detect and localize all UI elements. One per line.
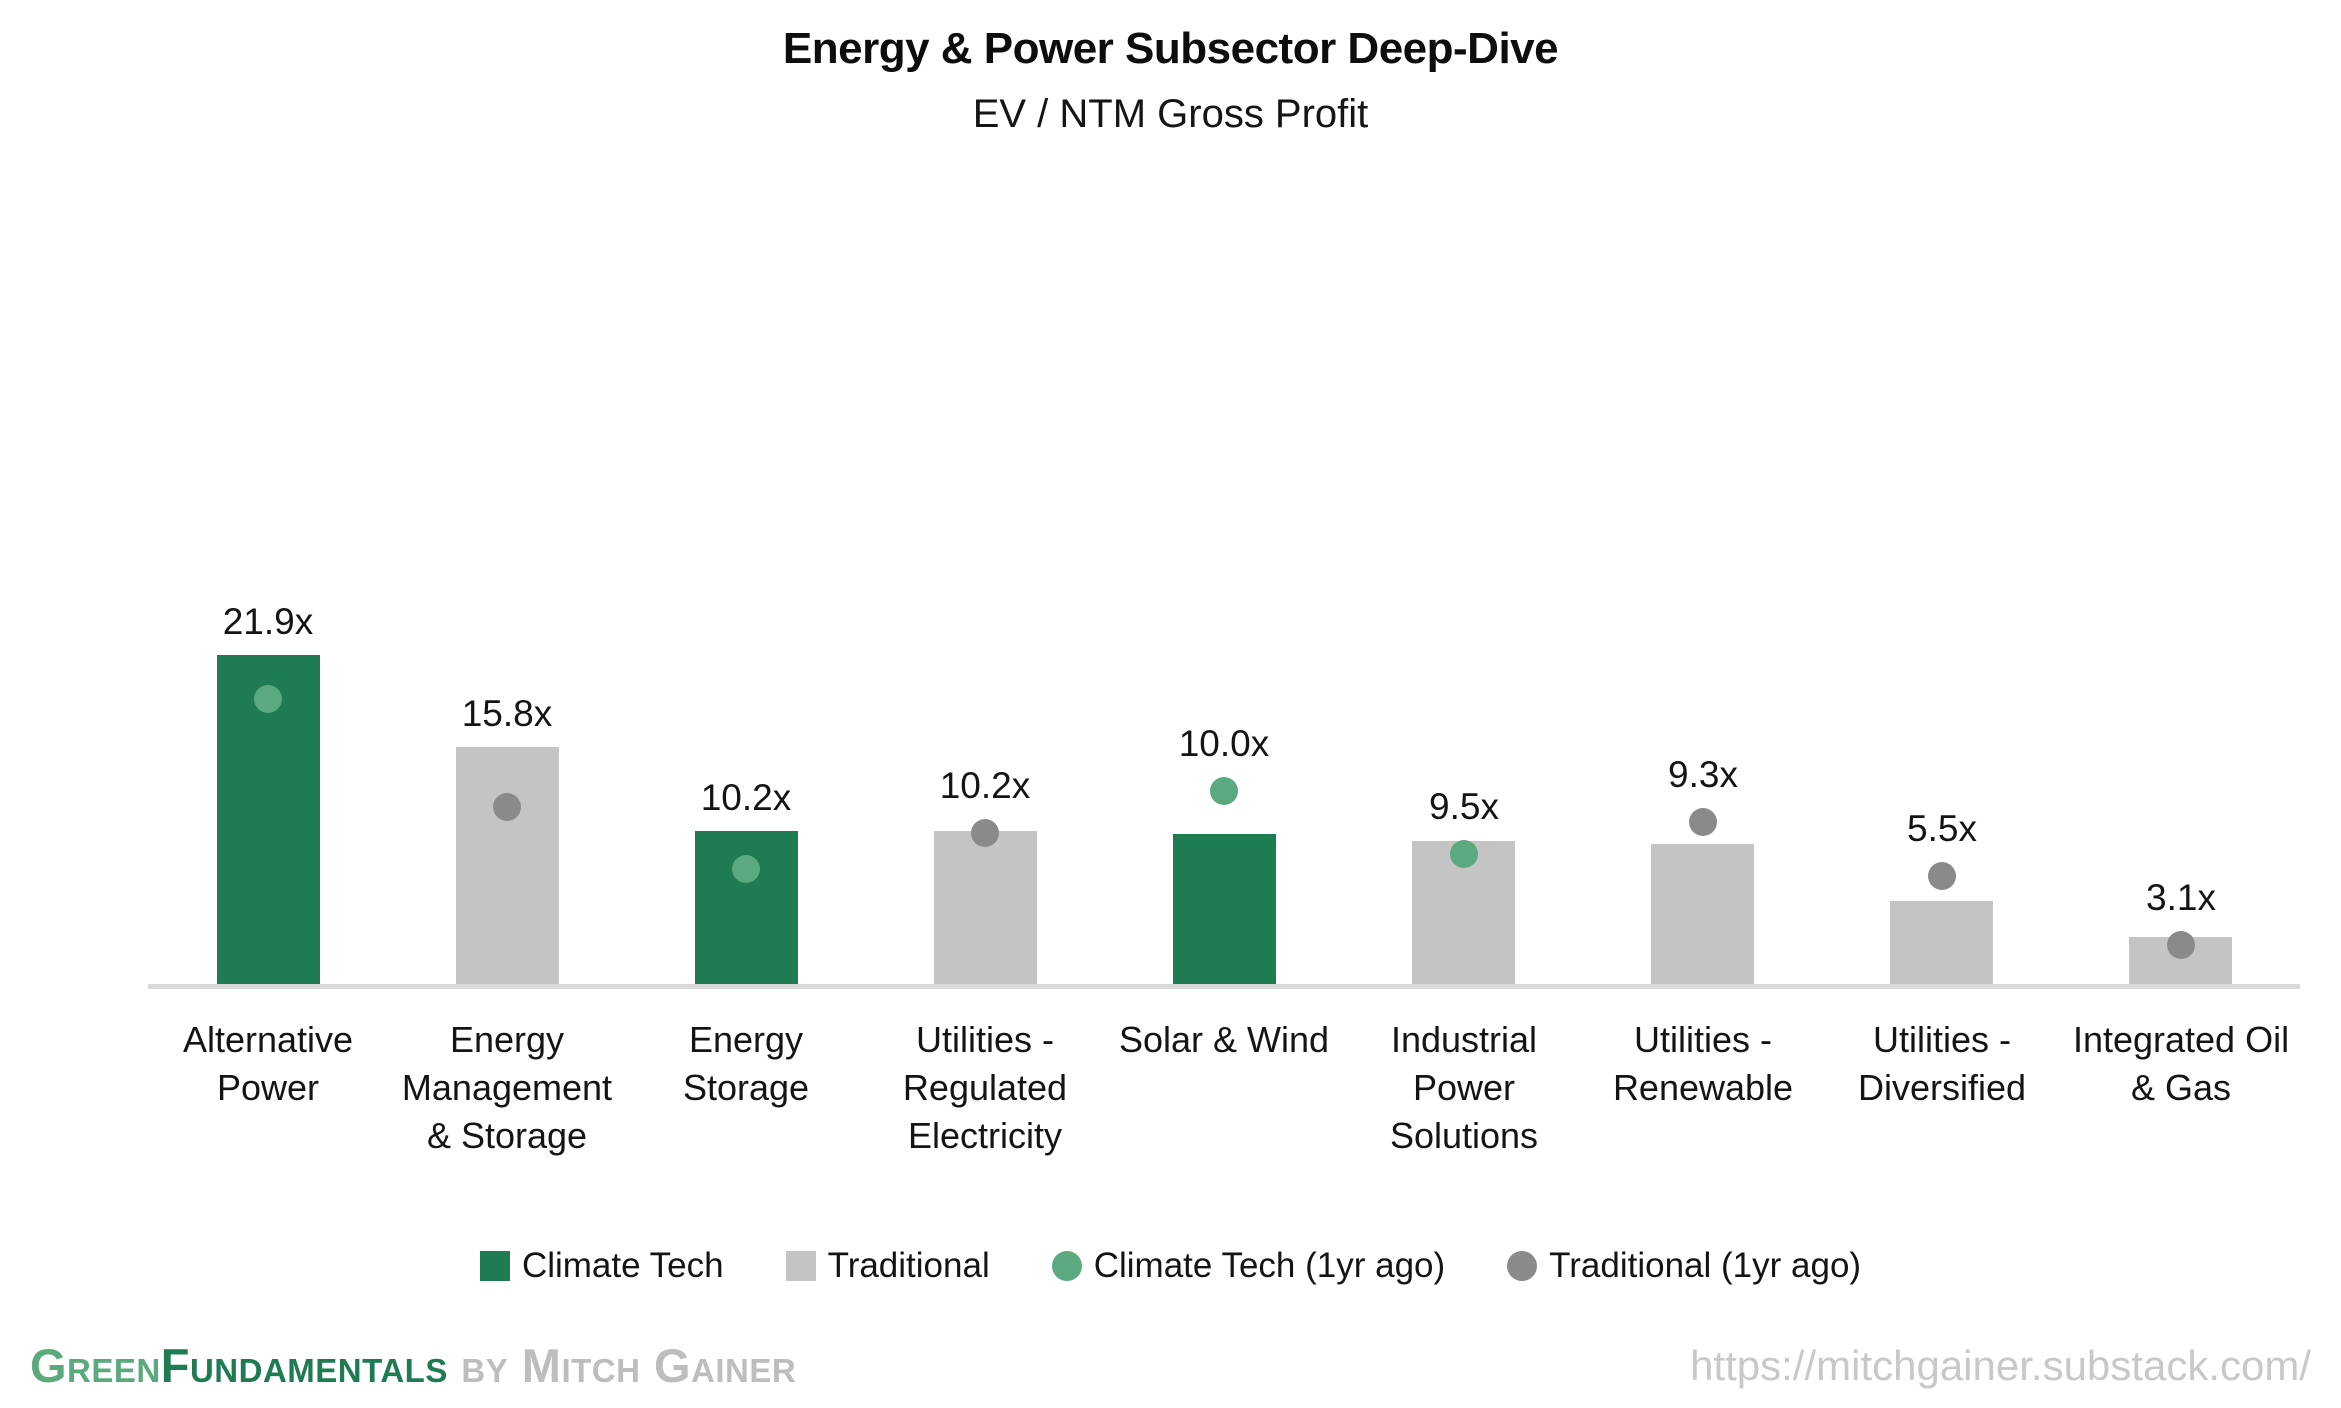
legend-label: Climate Tech <box>521 1246 724 1285</box>
dot-traditional-1yr-ago <box>971 819 999 847</box>
dot-climate-1yr-ago <box>1210 777 1238 805</box>
bar-climate <box>1173 834 1276 984</box>
legend-item: Traditional (1yr ago) <box>1507 1246 1861 1286</box>
category-label: Alternative Power <box>182 1019 354 1108</box>
brand-text-fundamentals: Fundamentals <box>160 1339 448 1392</box>
category-label: Utilities - Diversified <box>1857 1019 2027 1108</box>
x-axis-line <box>148 984 2300 989</box>
bar-climate <box>695 831 798 984</box>
legend-square-icon <box>785 1251 816 1281</box>
legend-square-icon <box>479 1251 510 1281</box>
value-label: 9.3x <box>1668 754 1738 795</box>
chart-subtitle: EV / NTM Gross Profit <box>972 92 1369 136</box>
category-label: Energy Storage <box>682 1019 810 1108</box>
value-label: 5.5x <box>1907 808 1977 849</box>
chart-legend: Climate Tech Traditional Climate Tech (1yr… <box>0 1246 2341 1286</box>
chart-title: Energy & Power Subsector Deep-Dive <box>782 24 1559 73</box>
dot-traditional-1yr-ago <box>2167 931 2195 959</box>
category-label: Utilities - Regulated Electricity <box>902 1019 1068 1156</box>
value-label: 10.0x <box>1178 723 1270 764</box>
category-label: Industrial Power Solutions <box>1389 1019 1539 1156</box>
brand-logo: GreenFundamentals by Mitch Gainer <box>30 1338 796 1393</box>
dot-climate-1yr-ago <box>732 855 760 883</box>
brand-text-author: by Mitch Gainer <box>447 1339 797 1392</box>
legend-item: Traditional <box>785 1246 990 1286</box>
legend-item: Climate Tech (1yr ago) <box>1051 1246 1446 1286</box>
category-label: Energy Management & Storage <box>401 1019 613 1156</box>
value-label: 10.2x <box>939 765 1031 806</box>
dot-traditional-1yr-ago <box>493 793 521 821</box>
category-label: Solar & Wind <box>1118 1019 1330 1060</box>
bar-traditional <box>934 831 1037 984</box>
legend-circle-icon <box>1051 1251 1082 1281</box>
dot-climate-1yr-ago <box>254 685 282 713</box>
dot-traditional-1yr-ago <box>1928 862 1956 890</box>
legend-circle-icon <box>1507 1251 1538 1281</box>
category-label: Utilities - Renewable <box>1612 1019 1794 1108</box>
value-label: 10.2x <box>700 777 792 818</box>
category-label: Integrated Oil & Gas <box>2072 1019 2290 1108</box>
value-label: 21.9x <box>222 601 314 642</box>
dot-climate-1yr-ago <box>1450 840 1478 868</box>
legend-label: Climate Tech (1yr ago) <box>1093 1246 1446 1285</box>
bar-traditional <box>456 747 559 984</box>
site-url-text: https://mitchgainer.substack.com/ <box>1690 1342 2311 1389</box>
legend-label: Traditional <box>827 1246 990 1285</box>
brand-text-green: Green <box>30 1339 161 1392</box>
value-label: 15.8x <box>461 693 553 734</box>
legend-item: Climate Tech <box>479 1246 724 1286</box>
value-label: 3.1x <box>2146 877 2216 918</box>
legend-label: Traditional (1yr ago) <box>1549 1246 1862 1285</box>
dot-traditional-1yr-ago <box>1689 808 1717 836</box>
bar-traditional <box>1651 844 1754 984</box>
bar-traditional <box>1890 901 1993 984</box>
value-label: 9.5x <box>1429 786 1499 827</box>
